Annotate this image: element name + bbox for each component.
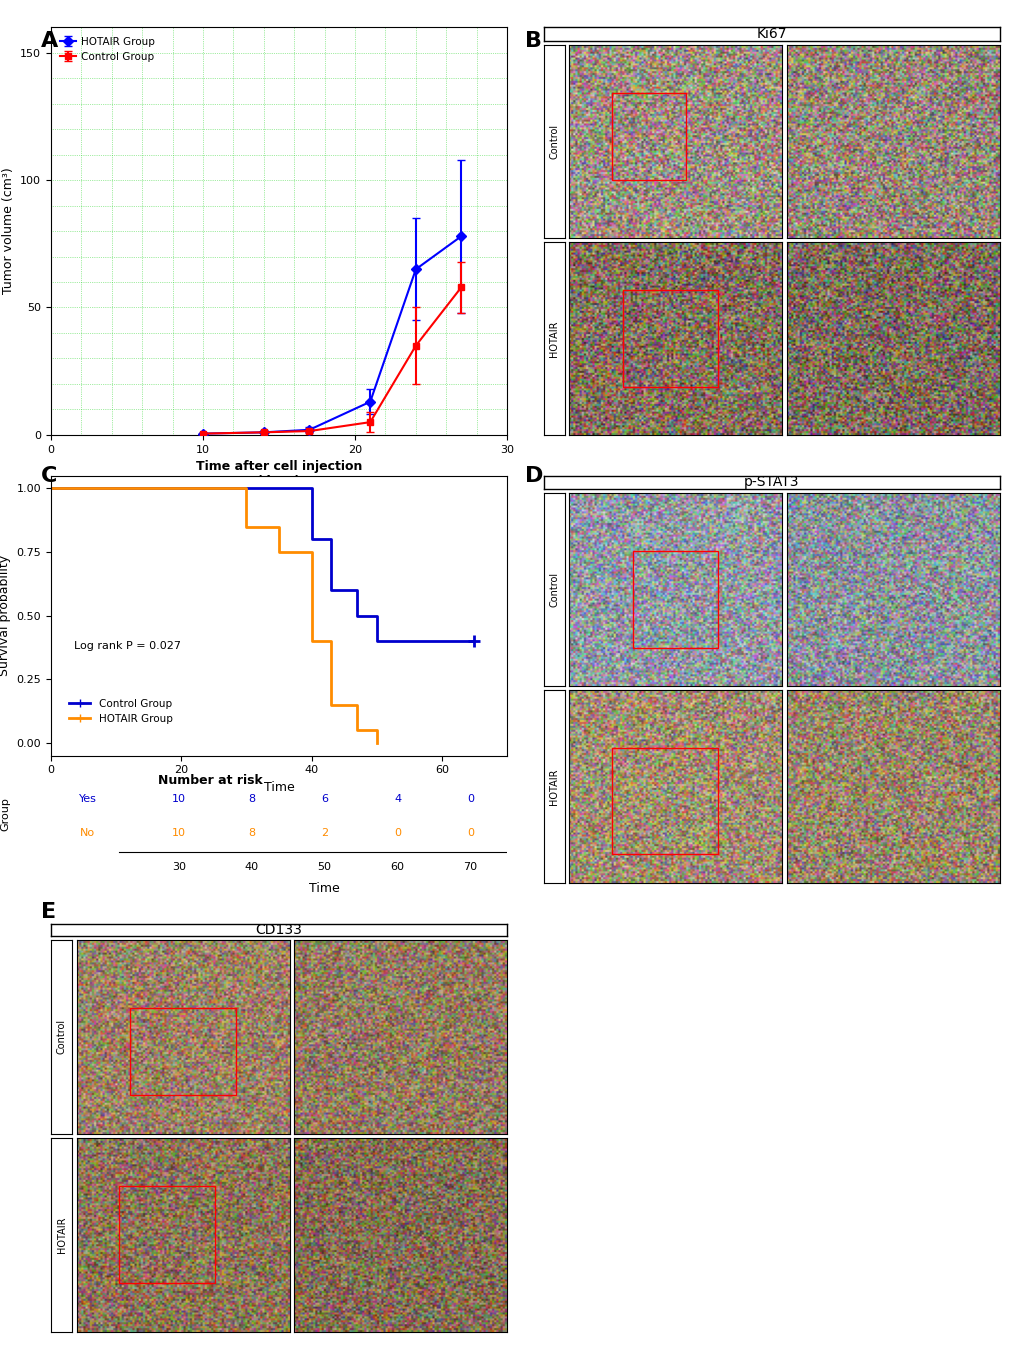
Text: E: E [41, 902, 56, 923]
Text: 50: 50 [317, 862, 331, 871]
Text: 0: 0 [467, 795, 474, 805]
Bar [633, 552, 717, 648]
Bar [129, 1007, 236, 1095]
Bar [611, 749, 717, 855]
Text: 2: 2 [321, 828, 328, 839]
Legend: HOTAIR Group, Control Group: HOTAIR Group, Control Group [56, 33, 159, 67]
HOTAIR Group [351, 722, 363, 738]
Bar [611, 92, 686, 179]
Text: C: C [41, 466, 57, 487]
Bar [119, 1186, 215, 1283]
Text: 40: 40 [245, 862, 259, 871]
Control Group [370, 633, 382, 650]
Line: Control Group: Control Group [51, 488, 474, 641]
Text: 0: 0 [467, 828, 474, 839]
Text: CD133: CD133 [256, 923, 303, 936]
HOTAIR Group [240, 480, 253, 496]
Control Group [351, 607, 363, 624]
HOTAIR Group [370, 722, 382, 738]
Text: Group: Group [0, 796, 10, 830]
Line: HOTAIR Group: HOTAIR Group [51, 488, 376, 743]
Text: HOTAIR: HOTAIR [548, 769, 558, 805]
HOTAIR Group [305, 544, 317, 560]
Text: HOTAIR: HOTAIR [548, 321, 558, 356]
Text: 30: 30 [171, 862, 185, 871]
Text: B: B [525, 31, 542, 52]
Text: A: A [41, 31, 58, 52]
Text: 60: 60 [390, 862, 405, 871]
Text: 8: 8 [248, 828, 255, 839]
Text: Control: Control [57, 1019, 66, 1055]
HOTAIR Group [325, 633, 337, 650]
HOTAIR Group [273, 544, 285, 560]
Text: 6: 6 [321, 795, 328, 805]
HOTAIR Group [45, 480, 57, 496]
Text: Time: Time [309, 882, 339, 896]
Control Group [273, 480, 285, 496]
Control Group [305, 531, 317, 548]
Text: 4: 4 [393, 795, 400, 805]
Control Group [468, 633, 480, 650]
Text: Ki67: Ki67 [755, 27, 786, 41]
HOTAIR Group [240, 518, 253, 534]
Text: 0: 0 [393, 828, 400, 839]
Control Group [325, 582, 337, 598]
Y-axis label: Tumor volume (cm³): Tumor volume (cm³) [2, 167, 14, 295]
Text: HOTAIR: HOTAIR [57, 1216, 66, 1253]
HOTAIR Group [305, 633, 317, 650]
Control Group [468, 633, 480, 650]
HOTAIR Group [325, 697, 337, 713]
Control Group [370, 633, 382, 650]
Text: Control: Control [548, 572, 558, 607]
Text: No: No [79, 828, 95, 839]
HOTAIR Group [351, 697, 363, 713]
Text: Yes: Yes [78, 795, 97, 805]
HOTAIR Group [370, 735, 382, 752]
Text: 70: 70 [463, 862, 477, 871]
Y-axis label: Survival probability: Survival probability [0, 554, 11, 677]
Text: 10: 10 [171, 828, 185, 839]
X-axis label: Time: Time [263, 781, 294, 794]
Text: Control: Control [548, 124, 558, 159]
Text: 8: 8 [248, 795, 255, 805]
Control Group [45, 480, 57, 496]
Text: Number at risk: Number at risk [158, 773, 263, 787]
Control Group [351, 607, 363, 624]
Control Group [325, 582, 337, 598]
Text: D: D [525, 466, 543, 487]
Legend: Control Group, HOTAIR Group: Control Group, HOTAIR Group [65, 694, 176, 728]
Bar [622, 289, 717, 386]
Text: 10: 10 [171, 795, 185, 805]
X-axis label: Time after cell injection
(days): Time after cell injection (days) [196, 461, 362, 488]
Control Group [305, 531, 317, 548]
Control Group [273, 480, 285, 496]
Text: Log rank P = 0.027: Log rank P = 0.027 [73, 641, 180, 651]
Text: p-STAT3: p-STAT3 [743, 476, 799, 489]
HOTAIR Group [273, 518, 285, 534]
